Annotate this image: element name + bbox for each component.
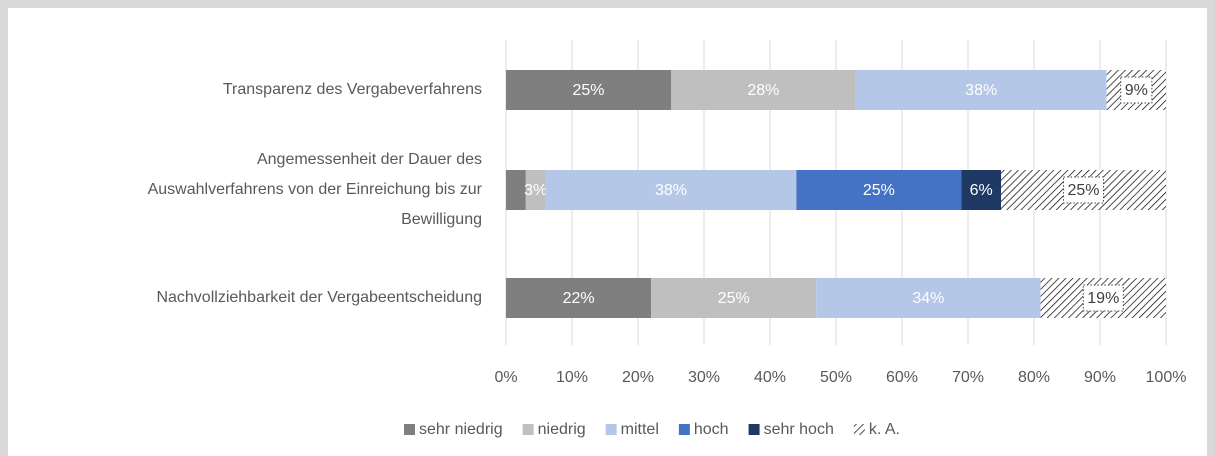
- category-line: Auswahlverfahrens von der Einreichung bi…: [148, 181, 483, 198]
- x-tick-label: 50%: [820, 369, 852, 386]
- x-tick-label: 90%: [1084, 369, 1116, 386]
- data-label: 38%: [655, 182, 687, 199]
- x-tick-label: 60%: [886, 369, 918, 386]
- bar-segment: [796, 170, 962, 210]
- bar-segment: [506, 70, 671, 110]
- data-label: 25%: [572, 82, 604, 99]
- data-label: 3%: [524, 182, 547, 199]
- bar-segment: [651, 278, 817, 318]
- data-label-box: [1082, 284, 1124, 312]
- bar-segment: [816, 278, 1041, 318]
- data-label: 25%: [1067, 182, 1099, 199]
- data-label: 38%: [965, 82, 997, 99]
- data-label-box: [1062, 176, 1105, 204]
- legend-label: niedrig: [538, 421, 586, 438]
- x-tick-label: 100%: [1146, 369, 1187, 386]
- bar-segment: [855, 70, 1107, 110]
- x-tick-label: 10%: [556, 369, 588, 386]
- category-label: Transparenz des Vergabeverfahrens: [223, 81, 482, 98]
- data-label: 25%: [863, 182, 895, 199]
- bar-segment: [506, 170, 526, 210]
- data-label: 6%: [970, 182, 993, 199]
- legend-label: sehr hoch: [764, 421, 834, 438]
- x-tick-label: 20%: [622, 369, 654, 386]
- data-label: 34%: [912, 290, 944, 307]
- legend-swatch: [605, 424, 617, 435]
- x-tick-label: 70%: [952, 369, 984, 386]
- legend-label: sehr niedrig: [419, 421, 503, 438]
- category-label: Angemessenheit der Dauer des Auswahlverfa…: [148, 151, 483, 228]
- data-label: 25%: [718, 290, 750, 307]
- legend-swatch: [404, 424, 415, 435]
- legend-label: k. A.: [869, 421, 900, 438]
- category-line: Nachvollziehbarkeit der Vergabeentscheid…: [156, 289, 482, 306]
- category-line: Bewilligung: [401, 211, 482, 228]
- x-tick-label: 0%: [494, 369, 517, 386]
- bar-segment: [506, 278, 652, 318]
- bar-segment: [545, 170, 797, 210]
- data-label: 19%: [1087, 290, 1119, 307]
- data-label: 22%: [563, 290, 595, 307]
- data-label: 28%: [747, 82, 779, 99]
- legend-label: hoch: [694, 421, 729, 438]
- category-label: Nachvollziehbarkeit der Vergabeentscheid…: [156, 289, 482, 306]
- category-line: Angemessenheit der Dauer des: [257, 151, 482, 168]
- x-tick-label: 30%: [688, 369, 720, 386]
- bar-segment: [961, 170, 1001, 210]
- data-label-box: [1120, 76, 1153, 104]
- legend-swatch: [748, 424, 760, 435]
- legend-swatch: [678, 424, 690, 435]
- bar-segment: [525, 170, 546, 210]
- x-tick-label: 40%: [754, 369, 786, 386]
- legend-swatch: [853, 424, 865, 435]
- data-label: 9%: [1125, 82, 1148, 99]
- legend-swatch: [522, 424, 534, 435]
- category-line: Transparenz des Vergabeverfahrens: [223, 81, 482, 98]
- bar-segment: [671, 70, 856, 110]
- x-tick-label: 80%: [1018, 369, 1050, 386]
- legend-label: mittel: [621, 421, 659, 438]
